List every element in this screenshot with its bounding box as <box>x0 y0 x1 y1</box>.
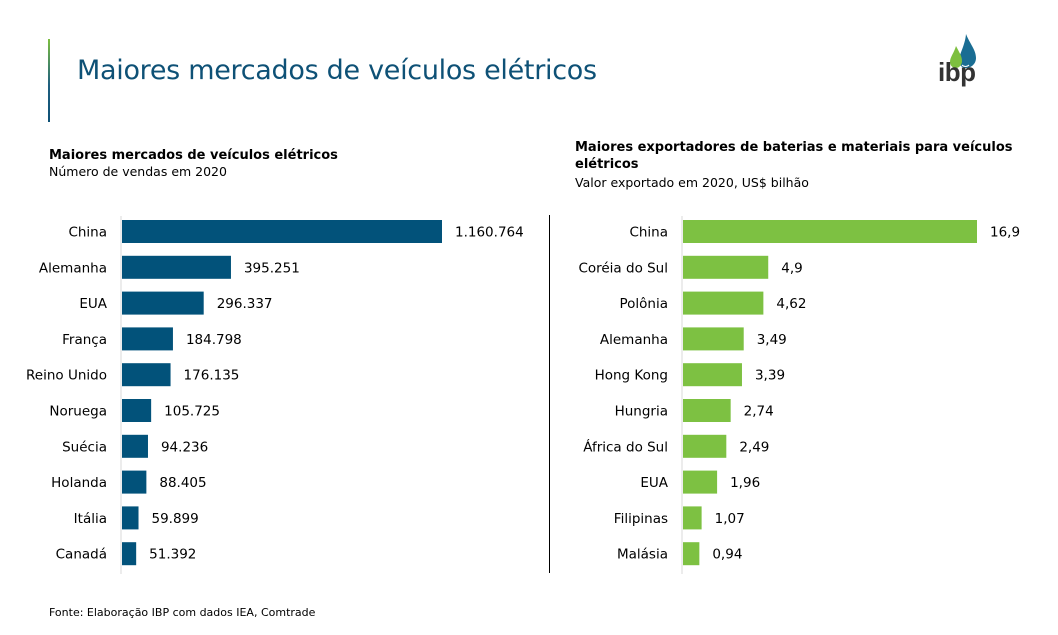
bar <box>683 470 718 494</box>
data-label: 88.405 <box>159 475 206 491</box>
category-label: EUA <box>640 475 668 491</box>
data-label: 3,49 <box>757 332 787 348</box>
bar <box>122 255 231 279</box>
bar <box>122 327 173 351</box>
category-label: Hungria <box>615 404 668 420</box>
data-label: 296.337 <box>217 296 273 312</box>
category-label: Itália <box>74 511 107 527</box>
bar <box>122 291 204 315</box>
data-label: 4,62 <box>776 296 806 312</box>
category-label: Holanda <box>51 475 107 491</box>
category-label: França <box>62 332 107 348</box>
ibp-drop-logo-icon <box>950 34 976 68</box>
category-label: EUA <box>79 296 107 312</box>
bar <box>122 434 148 458</box>
title-accent-line <box>48 39 50 122</box>
bar <box>683 434 727 458</box>
right-chart-title: Maiores exportadores de baterias e mater… <box>575 140 1013 172</box>
bar <box>122 470 147 494</box>
data-label: 3,39 <box>755 368 785 384</box>
bar <box>683 327 744 351</box>
bar <box>683 399 731 422</box>
category-label: Noruega <box>49 404 107 420</box>
category-label: Malásia <box>617 547 668 563</box>
category-label: Suécia <box>62 439 107 455</box>
source-note: Fonte: Elaboração IBP com dados IEA, Com… <box>49 606 316 619</box>
category-label: Canadá <box>56 547 107 563</box>
ibp-logo-text: ibp <box>938 57 976 87</box>
bar <box>122 363 171 387</box>
category-label: China <box>629 225 668 241</box>
bar <box>122 506 139 530</box>
chart-divider <box>549 215 550 573</box>
data-label: 94.236 <box>161 439 208 455</box>
data-label: 51.392 <box>149 547 196 563</box>
category-label: Filipinas <box>614 511 668 527</box>
left-chart-subtitle: Número de vendas em 2020 <box>49 164 227 179</box>
category-label: Coréia do Sul <box>578 260 668 276</box>
data-label: 16,9 <box>990 225 1020 241</box>
category-label: Alemanha <box>39 260 107 276</box>
data-label: 1.160.764 <box>455 225 524 241</box>
data-label: 176.135 <box>184 368 240 384</box>
data-label: 59.899 <box>152 511 199 527</box>
data-label: 105.725 <box>164 404 220 420</box>
page-title: Maiores mercados de veículos elétricos <box>77 55 597 86</box>
category-label: China <box>68 225 107 241</box>
category-label: África do Sul <box>583 438 668 455</box>
bar <box>122 220 442 243</box>
category-label: Polônia <box>619 296 668 312</box>
data-label: 4,9 <box>781 260 802 276</box>
data-label: 395.251 <box>244 260 300 276</box>
data-label: 2,49 <box>739 439 769 455</box>
bar <box>122 542 137 566</box>
bar <box>683 542 700 566</box>
bar <box>683 291 764 315</box>
right-chart-subtitle: Valor exportado em 2020, US$ bilhão <box>575 175 809 190</box>
bar <box>683 506 702 530</box>
data-label: 1,96 <box>730 475 760 491</box>
category-label: Reino Unido <box>26 368 107 384</box>
bar <box>683 220 977 243</box>
data-label: 1,07 <box>715 511 745 527</box>
category-label: Hong Kong <box>595 368 668 384</box>
category-label: Alemanha <box>600 332 668 348</box>
bar <box>683 255 769 279</box>
bar <box>122 399 152 422</box>
data-label: 2,74 <box>744 404 774 420</box>
data-label: 0,94 <box>712 547 742 563</box>
left-chart-title: Maiores mercados de veículos elétricos <box>49 148 338 163</box>
data-label: 184.798 <box>186 332 242 348</box>
bar <box>683 363 742 387</box>
